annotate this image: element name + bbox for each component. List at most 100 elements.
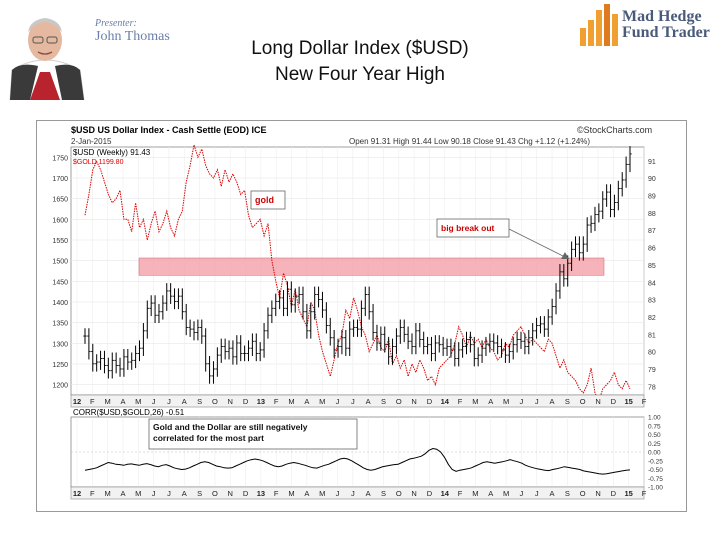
x-tick-label: M — [503, 397, 509, 406]
x-tick-label: 15 — [625, 397, 633, 406]
x-tick-label: M — [288, 489, 294, 498]
left-tick-label: 1550 — [52, 238, 68, 245]
corr-x-axis-strip — [70, 486, 645, 500]
right-tick-label: 89 — [648, 194, 656, 201]
x-tick-label: N — [228, 489, 233, 498]
x-tick-label: 13 — [257, 489, 265, 498]
x-tick-label: F — [274, 489, 279, 498]
x-tick-label: S — [565, 397, 570, 406]
x-tick-label: J — [520, 397, 524, 406]
x-tick-label: A — [304, 489, 309, 498]
presenter-photo — [0, 0, 90, 100]
x-tick-label: D — [611, 397, 617, 406]
x-tick-label: J — [167, 489, 171, 498]
right-tick-label: 85 — [648, 263, 656, 270]
right-tick-label: 84 — [648, 280, 656, 287]
title-line1: Long Dollar Index ($USD) — [251, 38, 469, 59]
x-axis-main: 12 F M A M J J A S O N D 13 F M A M J J A S O N D 14 F M A M J J A S O N D 1… — [73, 397, 647, 406]
x-tick-label: M — [105, 489, 111, 498]
corr-tick-label: 1.00 — [648, 415, 661, 422]
left-tick-label: 1500 — [52, 259, 68, 266]
x-tick-label: 13 — [257, 397, 265, 406]
gold-line — [84, 144, 631, 403]
breakout-annotation-box — [436, 218, 510, 238]
logo-line2: Fund Trader — [622, 24, 710, 41]
corr-series — [84, 447, 631, 475]
corr-tick-label: 0.25 — [648, 441, 661, 448]
x-tick-label: F — [90, 397, 95, 406]
corr-annotation-box — [148, 418, 358, 450]
left-tick-label: 1300 — [52, 341, 68, 348]
x-axis-corr: 12 F M A M J J A S O N D 13 F M A M J J A S O N D 14 F M A M J J A S O N D 1… — [73, 489, 647, 498]
presenter-name: John Thomas — [95, 29, 170, 44]
highlight-band — [138, 257, 605, 276]
left-tick-label: 1400 — [52, 300, 68, 307]
x-tick-label: M — [472, 397, 478, 406]
watermark: ©StockCharts.com — [577, 125, 652, 135]
corr-tick-label: -0.75 — [648, 476, 663, 483]
right-tick-label: 80 — [648, 350, 656, 357]
corr-tick-label: 0.75 — [648, 423, 661, 430]
x-tick-label: 12 — [73, 489, 81, 498]
x-tick-label: D — [243, 489, 249, 498]
x-tick-label: S — [381, 397, 386, 406]
right-tick-label: 91 — [648, 159, 656, 166]
x-tick-label: A — [304, 397, 309, 406]
right-tick-label: 81 — [648, 332, 656, 339]
x-tick-label: A — [120, 489, 125, 498]
x-tick-label: 12 — [73, 397, 81, 406]
breakout-arrow — [508, 228, 570, 260]
x-tick-label: O — [212, 489, 218, 498]
x-tick-label: J — [336, 489, 340, 498]
x-tick-label: 14 — [441, 489, 450, 498]
presenter-block: Presenter: John Thomas — [95, 18, 170, 44]
left-tick-label: 1700 — [52, 176, 68, 183]
legend-usd: $USD (Weekly) 91.43 — [73, 148, 151, 157]
chart-svg: $USD US Dollar Index - Cash Settle (EOD)… — [52, 125, 663, 500]
right-tick-label: 86 — [648, 246, 656, 253]
x-tick-label: N — [595, 397, 600, 406]
x-tick-label: S — [197, 489, 202, 498]
corr-tick-label: 0.00 — [648, 450, 661, 457]
x-tick-label: J — [351, 397, 355, 406]
usd-series — [83, 146, 632, 384]
x-tick-label: N — [411, 397, 416, 406]
x-tick-label: M — [135, 397, 141, 406]
corr-title: CORR($USD,$GOLD,26) -0.51 — [73, 408, 185, 417]
right-tick-label: 78 — [648, 384, 656, 391]
main-x-axis-strip — [70, 394, 645, 408]
corr-line — [84, 447, 631, 475]
mad-hedge-logo — [580, 4, 618, 46]
x-tick-label: M — [319, 397, 325, 406]
x-tick-label: O — [212, 397, 218, 406]
left-tick-label: 1200 — [52, 383, 68, 390]
x-tick-label: M — [288, 397, 294, 406]
x-tick-label: J — [520, 489, 524, 498]
left-tick-label: 1600 — [52, 217, 68, 224]
x-tick-label: M — [135, 489, 141, 498]
x-tick-label: J — [535, 397, 539, 406]
breakout-arrowhead — [561, 252, 569, 259]
x-tick-label: O — [580, 397, 586, 406]
x-tick-label: D — [611, 489, 617, 498]
x-tick-label: A — [120, 397, 125, 406]
left-tick-label: 1650 — [52, 197, 68, 204]
x-tick-label: F — [458, 489, 463, 498]
x-tick-label: A — [182, 397, 187, 406]
x-tick-label: J — [535, 489, 539, 498]
x-tick-label: D — [427, 489, 433, 498]
x-tick-label: A — [550, 489, 555, 498]
right-tick-label: 79 — [648, 367, 656, 374]
x-tick-label: F — [458, 397, 463, 406]
x-tick-label: 14 — [441, 397, 450, 406]
x-tick-label: N — [228, 397, 233, 406]
x-tick-label: A — [366, 397, 371, 406]
x-tick-label: F — [90, 489, 95, 498]
x-tick-label: J — [336, 397, 340, 406]
slide-title: Long Dollar Index ($USD) New Four Year H… — [200, 36, 520, 88]
right-tick-label: 87 — [648, 228, 656, 235]
x-tick-label: 15 — [625, 489, 633, 498]
left-tick-label: 1750 — [52, 155, 68, 162]
gold-annotation: gold — [255, 195, 274, 205]
right-tick-label: 88 — [648, 211, 656, 218]
